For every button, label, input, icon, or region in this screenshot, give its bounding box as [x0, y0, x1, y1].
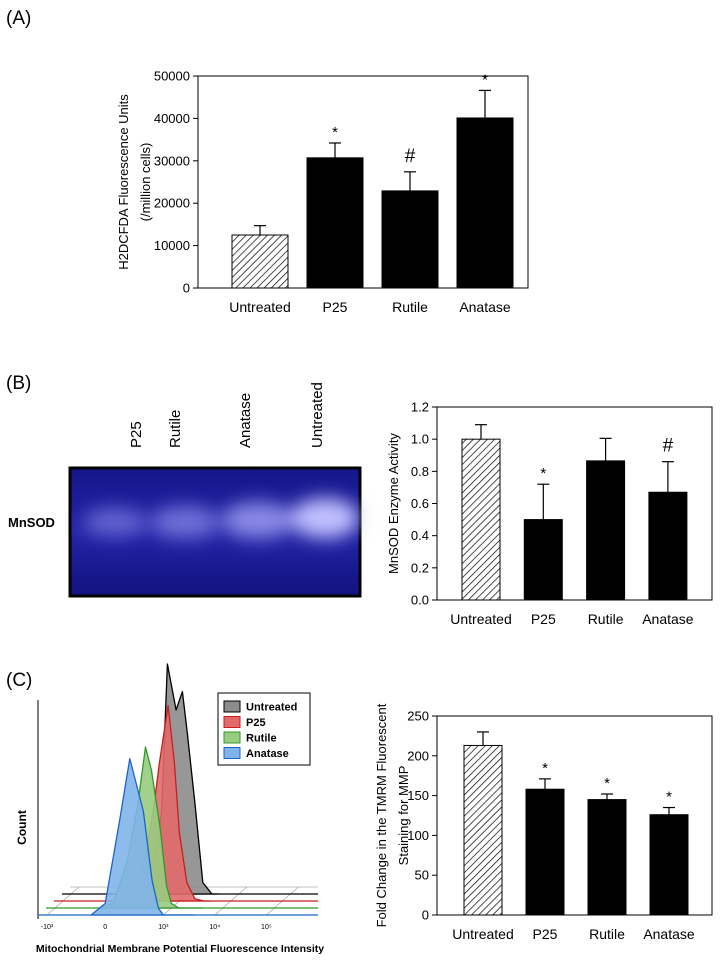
bar	[649, 814, 689, 916]
y-tick-label: 50000	[154, 69, 190, 84]
x-tick-label: Untreated	[229, 299, 290, 315]
x-tick-label: Anatase	[643, 926, 695, 942]
y-axis-label: Staining for MMP	[396, 766, 411, 866]
y-tick-label: 100	[407, 828, 429, 843]
panel-label: (C)	[6, 670, 32, 691]
legend-swatch	[223, 731, 241, 744]
histogram-area	[90, 757, 195, 916]
x-tick-label: P25	[323, 299, 348, 315]
x-tick-label: 0	[103, 924, 107, 931]
panel-label: (B)	[6, 373, 31, 394]
y-tick-label: 10000	[154, 238, 190, 253]
significance-mark: *	[666, 789, 672, 806]
y-tick-label: 30000	[154, 153, 190, 168]
y-axis-label: Count	[15, 810, 29, 845]
gel-lane-label: Rutile	[167, 410, 184, 448]
bar	[587, 799, 627, 916]
y-axis-label: (/million cells)	[138, 143, 153, 222]
bar	[463, 744, 503, 916]
x-tick-label: Untreated	[452, 926, 513, 942]
legend-swatch	[223, 700, 241, 713]
legend-label: Rutile	[246, 733, 277, 745]
bar	[525, 788, 565, 916]
y-tick-label: 0.4	[411, 528, 429, 543]
y-tick-label: 200	[407, 748, 429, 763]
y-tick-label: 40000	[154, 111, 190, 126]
bar	[648, 491, 688, 601]
y-tick-label: 0	[422, 908, 429, 923]
panel-label: (A)	[6, 8, 31, 29]
legend-swatch	[223, 716, 241, 728]
y-tick-label: 0.0	[411, 593, 429, 608]
significance-mark: *	[332, 124, 338, 141]
significance-mark: *	[542, 760, 548, 777]
legend-swatch	[223, 747, 241, 759]
y-tick-label: 250	[407, 709, 429, 724]
y-tick-label: 0.8	[411, 464, 429, 479]
x-tick-label: 10⁵	[261, 924, 272, 931]
gel-lane-label: Anatase	[237, 393, 254, 448]
legend-label: Untreated	[246, 702, 297, 714]
significance-mark: *	[540, 465, 546, 482]
significance-mark: *	[482, 71, 488, 88]
x-tick-label: P25	[533, 926, 558, 942]
x-axis-label: Mitochondrial Membrane Potential Fluores…	[36, 943, 324, 955]
gel-row-label: MnSOD	[8, 515, 55, 530]
bar	[456, 117, 514, 289]
bar	[523, 519, 563, 601]
x-tick-label: Rutile	[589, 926, 625, 942]
x-tick-label: 10³	[158, 924, 169, 931]
y-axis-label: H2DCFDA Fluorescence Units	[116, 94, 131, 270]
significance-mark: *	[604, 775, 610, 792]
x-tick-label: Rutile	[588, 611, 624, 627]
x-tick-label: Anatase	[642, 611, 694, 627]
x-tick-label: 10⁴	[209, 924, 220, 931]
plot-frame	[436, 715, 713, 916]
significance-mark: #	[663, 436, 674, 457]
gel-lane-label: Untreated	[309, 382, 326, 448]
legend-label: P25	[246, 717, 266, 729]
y-tick-label: 0.6	[411, 496, 429, 511]
bar	[306, 157, 364, 289]
y-axis-label: Fold Change in the TMRM Fluorescent	[374, 703, 389, 927]
legend-label: Anatase	[246, 748, 289, 760]
gel: MnSOD P25 Rutile Anatase Untreated	[8, 382, 362, 598]
y-axis-label: MnSOD Enzyme Activity	[386, 433, 401, 574]
bar	[461, 438, 501, 601]
y-tick-label: 150	[407, 788, 429, 803]
bar	[586, 460, 626, 601]
y-tick-label: 50	[415, 868, 429, 883]
y-tick-label: 0	[183, 281, 190, 296]
bar	[381, 190, 439, 289]
gel-bands	[83, 498, 359, 538]
gel-lane-label: P25	[128, 421, 145, 448]
x-tick-label: Untreated	[450, 611, 511, 627]
x-tick-label: -10³	[41, 924, 54, 931]
y-tick-label: 20000	[154, 196, 190, 211]
y-tick-label: 0.2	[411, 560, 429, 575]
y-tick-label: 1.2	[411, 400, 429, 415]
significance-mark: #	[405, 146, 416, 167]
x-tick-label: Anatase	[459, 299, 511, 315]
y-tick-label: 1.0	[411, 432, 429, 447]
x-tick-label: P25	[531, 611, 556, 627]
bar	[231, 234, 289, 289]
x-tick-label: Rutile	[392, 299, 428, 315]
